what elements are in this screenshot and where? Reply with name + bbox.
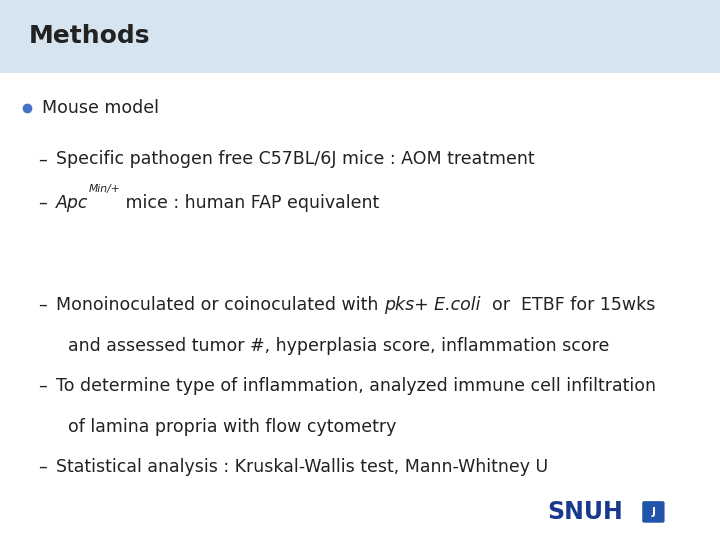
Text: Mouse model: Mouse model bbox=[42, 99, 158, 117]
Text: Statistical analysis : Kruskal-Wallis test, Mann-Whitney U: Statistical analysis : Kruskal-Wallis te… bbox=[56, 458, 549, 476]
Text: SNUH: SNUH bbox=[547, 500, 623, 524]
Text: –: – bbox=[38, 458, 47, 476]
Text: Min/+: Min/+ bbox=[89, 184, 120, 194]
Text: pks+ E.coli: pks+ E.coli bbox=[384, 296, 480, 314]
FancyBboxPatch shape bbox=[0, 0, 720, 73]
Text: Apc: Apc bbox=[56, 193, 89, 212]
Text: Monoinoculated or coinoculated with: Monoinoculated or coinoculated with bbox=[56, 296, 384, 314]
Text: Methods: Methods bbox=[29, 24, 150, 49]
Text: –: – bbox=[38, 377, 47, 395]
Text: –: – bbox=[38, 296, 47, 314]
Text: –: – bbox=[38, 193, 47, 212]
Text: To determine type of inflammation, analyzed immune cell infiltration: To determine type of inflammation, analy… bbox=[56, 377, 656, 395]
Text: of lamina propria with flow cytometry: of lamina propria with flow cytometry bbox=[68, 417, 397, 436]
Text: and assessed tumor #, hyperplasia score, inflammation score: and assessed tumor #, hyperplasia score,… bbox=[68, 336, 610, 355]
Text: or  ETBF for 15wks: or ETBF for 15wks bbox=[480, 296, 655, 314]
Text: –: – bbox=[38, 150, 47, 168]
FancyBboxPatch shape bbox=[642, 501, 665, 523]
Text: J: J bbox=[652, 507, 655, 517]
Text: Specific pathogen free C57BL/6J mice : AOM treatment: Specific pathogen free C57BL/6J mice : A… bbox=[56, 150, 535, 168]
Text: mice : human FAP equivalent: mice : human FAP equivalent bbox=[120, 193, 379, 212]
